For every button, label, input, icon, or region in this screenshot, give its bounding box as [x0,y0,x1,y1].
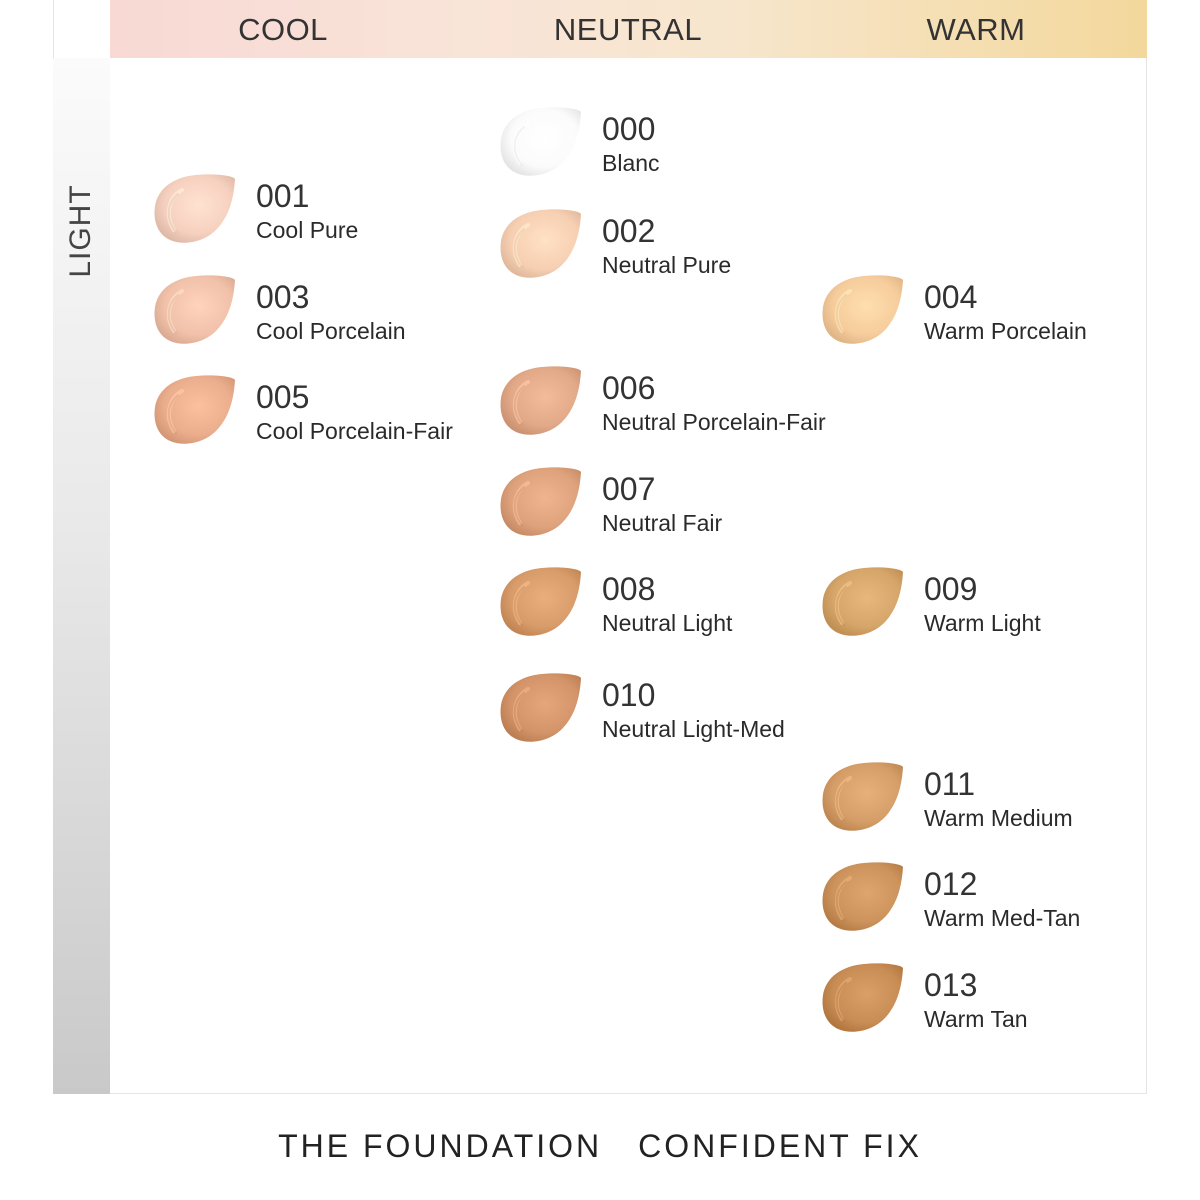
shade-swatch-004 [820,273,904,347]
shade-code-013: 013 [924,967,978,1003]
shade-swatch-008 [498,565,582,639]
shade-name-004: Warm Porcelain [924,318,1087,344]
depth-side-bar [53,58,110,1094]
shade-code-008: 008 [602,571,656,607]
shade-swatch-013 [820,961,904,1035]
shade-code-004: 004 [924,279,978,315]
shade-name-012: Warm Med-Tan [924,905,1081,931]
shade-swatch-009 [820,565,904,639]
shade-code-005: 005 [256,379,310,415]
shade-name-006: Neutral Porcelain-Fair [602,409,826,435]
shade-name-003: Cool Porcelain [256,318,406,344]
shade-name-010: Neutral Light-Med [602,716,785,742]
shade-name-013: Warm Tan [924,1006,1028,1032]
shade-code-006: 006 [602,370,656,406]
shade-code-010: 010 [602,677,656,713]
shade-name-007: Neutral Fair [602,510,723,536]
shade-swatch-003 [152,273,236,347]
undertone-header: COOL NEUTRAL WARM [110,0,1147,58]
shade-name-011: Warm Medium [924,805,1073,831]
shade-name-005: Cool Porcelain-Fair [256,418,453,444]
shade-swatch-012 [820,860,904,934]
shade-name-002: Neutral Pure [602,252,732,278]
shade-swatch-011 [820,760,904,834]
header-neutral-label: NEUTRAL [553,12,703,47]
shade-code-000: 000 [602,111,656,147]
shade-code-009: 009 [924,571,978,607]
footer-left-text: THE FOUNDATION [278,1128,603,1164]
shade-code-002: 002 [602,213,656,249]
shade-swatch-001 [152,172,236,246]
shade-swatch-005 [152,373,236,447]
shade-name-009: Warm Light [924,610,1041,636]
shade-code-007: 007 [602,471,656,507]
shade-swatch-010 [498,671,582,745]
shade-code-003: 003 [256,279,310,315]
header-cool-label: COOL [238,12,328,47]
shade-swatch-006 [498,364,582,438]
shade-name-008: Neutral Light [602,610,733,636]
header-warm-label: WARM [926,12,1026,47]
shade-code-001: 001 [256,178,310,214]
shade-swatch-000 [498,105,582,179]
shade-name-000: Blanc [602,150,660,176]
shade-code-012: 012 [924,866,978,902]
shade-swatch-007 [498,465,582,539]
side-light-label: LIGHT [64,184,97,278]
shade-code-011: 011 [924,766,976,802]
footer-right-text: CONFIDENT FIX [638,1128,922,1164]
product-footer: THE FOUNDATION CONFIDENT FIX [0,1128,1200,1165]
shade-swatch-002 [498,207,582,281]
shade-name-001: Cool Pure [256,217,359,243]
